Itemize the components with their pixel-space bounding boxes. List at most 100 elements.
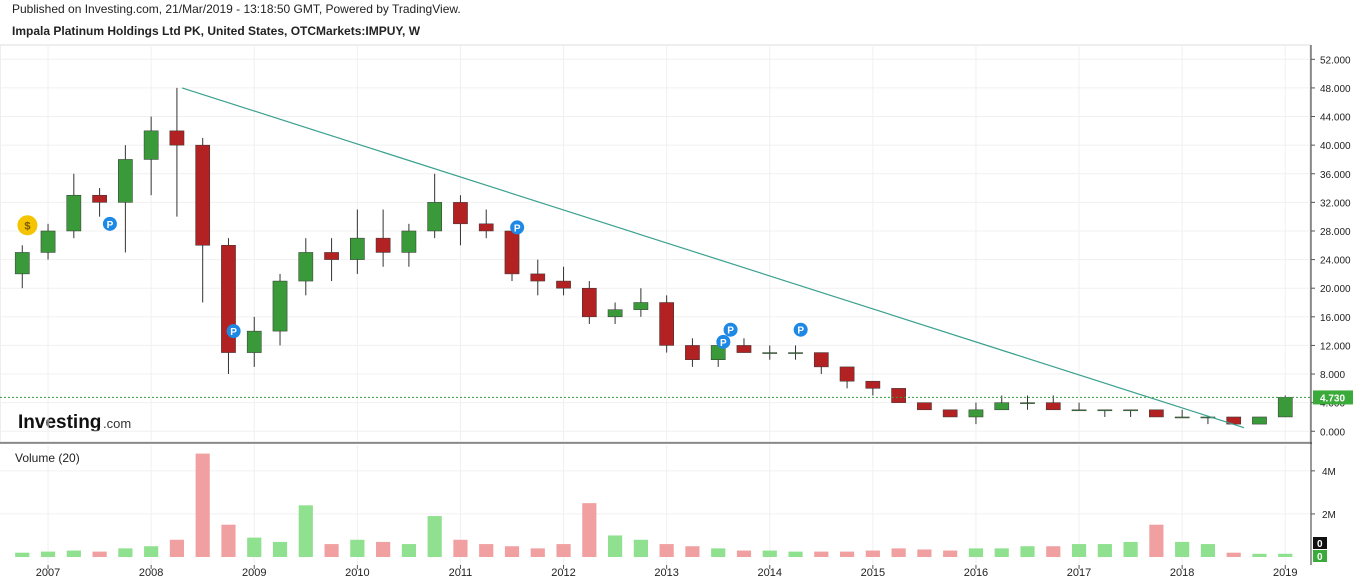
candle-body	[1071, 409, 1087, 412]
last-price-box	[1313, 390, 1353, 405]
logo-suffix: .com	[103, 416, 131, 431]
volume-bar	[839, 551, 855, 557]
volume-bar	[530, 548, 545, 557]
event-marker-label: P	[514, 223, 521, 234]
published-note: Published on Investing.com, 21/Mar/2019 …	[12, 2, 461, 16]
volume-bar	[633, 539, 648, 557]
candle-body	[66, 194, 82, 232]
candle-body	[865, 380, 881, 389]
y-tick-label: 28.000	[1320, 227, 1351, 238]
candle-body	[813, 352, 829, 368]
candle-body	[1097, 409, 1113, 412]
event-marker	[723, 322, 738, 337]
y-tick-label: 32.000	[1320, 198, 1351, 209]
event-marker	[793, 322, 808, 337]
y-tick-label: 36.000	[1320, 170, 1351, 181]
candle-body	[994, 402, 1010, 411]
volume-bar	[711, 548, 726, 557]
event-marker-label: P	[797, 326, 804, 337]
y-tick-label: 4M	[1322, 467, 1336, 478]
event-marker-label: P	[720, 338, 727, 349]
volume-bar	[1200, 544, 1216, 557]
volume-bar	[324, 544, 339, 557]
candle-body	[1020, 402, 1035, 404]
x-tick-label: 2008	[139, 567, 163, 578]
x-tick-label: 2018	[1170, 567, 1194, 578]
y-tick-label: 16.000	[1320, 313, 1351, 324]
x-tick-label: 2017	[1067, 567, 1091, 578]
trendline	[181, 87, 1245, 429]
volume-bar	[169, 539, 185, 557]
y-tick-label: 24.000	[1320, 256, 1351, 267]
event-marker-label: P	[727, 326, 734, 337]
y-tick-label: 48.000	[1320, 84, 1351, 95]
candle-body	[1045, 402, 1061, 411]
volume-bar	[1226, 552, 1241, 557]
volume-bar	[556, 544, 571, 557]
volume-bar	[195, 453, 210, 557]
y-tick-label: 12.000	[1320, 341, 1351, 352]
volume-bar	[118, 548, 133, 557]
x-tick-label: 2016	[964, 567, 988, 578]
volume-bar	[15, 552, 30, 557]
volume-bar	[1020, 546, 1035, 557]
volume-bar	[1149, 524, 1164, 557]
candle-body	[530, 273, 546, 282]
candle-body	[1252, 416, 1267, 425]
candle-body	[246, 330, 262, 353]
volume-bar	[814, 551, 829, 557]
candle-body	[556, 280, 571, 289]
candle-body	[917, 402, 932, 411]
event-marker	[17, 215, 38, 236]
candle-body	[788, 352, 803, 354]
volume-bar	[479, 544, 494, 557]
y-tick-label: 8.000	[1320, 370, 1345, 381]
candle-body	[891, 388, 906, 403]
event-marker	[226, 324, 241, 339]
volume-bar	[272, 541, 288, 557]
candle-body	[968, 409, 984, 418]
volume-bar	[968, 548, 984, 557]
candle-body	[478, 223, 494, 232]
volume-bar	[376, 541, 391, 557]
candle-body	[1123, 409, 1138, 412]
event-marker	[716, 334, 731, 349]
candle-body	[118, 159, 133, 203]
volume-bar	[427, 516, 442, 557]
volume-bar	[788, 551, 803, 557]
volume-bar	[608, 535, 623, 557]
candle-body	[942, 409, 958, 418]
chart-title: Impala Platinum Holdings Ltd PK, United …	[12, 24, 421, 38]
candle-body	[633, 302, 649, 310]
candle-body	[92, 194, 107, 203]
volume-bar	[943, 550, 958, 557]
x-tick-label: 2007	[36, 567, 60, 578]
x-tick-label: 2011	[449, 567, 473, 578]
candle-body	[1200, 416, 1216, 419]
event-marker	[102, 216, 117, 231]
volume-bar	[247, 537, 262, 557]
volume-bar	[66, 550, 81, 557]
candle-body	[169, 130, 185, 146]
volume-bar	[582, 503, 597, 557]
volume-bar	[865, 550, 880, 557]
candle-body	[40, 230, 56, 253]
volume-bar	[917, 549, 932, 557]
x-tick-label: 2012	[551, 567, 575, 578]
price-pane	[0, 44, 1311, 443]
volume-last-box	[1313, 537, 1327, 549]
candle-body	[685, 345, 700, 360]
volume-bar	[1252, 553, 1267, 557]
volume-bar	[1175, 541, 1190, 557]
volume-bar	[1278, 553, 1293, 557]
event-marker-label: P	[107, 220, 114, 231]
event-marker-label: P	[230, 327, 237, 338]
volume-bar	[736, 550, 752, 557]
volume-bar	[685, 546, 700, 557]
candle-body	[504, 230, 520, 275]
volume-bar	[1123, 541, 1138, 557]
x-tick-label: 2014	[758, 567, 782, 578]
volume-bar	[1071, 544, 1087, 557]
candle-body	[427, 202, 443, 232]
